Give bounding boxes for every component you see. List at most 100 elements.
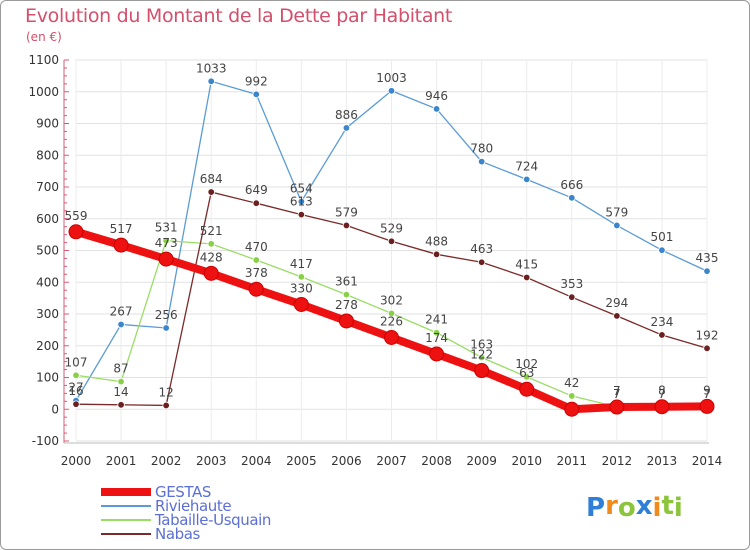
data-label: 579: [335, 205, 358, 219]
legend-swatch: [101, 505, 151, 507]
data-point: [162, 401, 170, 410]
data-point: [252, 90, 260, 98]
data-label: 27: [68, 381, 83, 395]
logo-letter: o: [617, 493, 636, 523]
data-label: 1003: [376, 71, 407, 85]
data-point-gestas: [113, 237, 129, 253]
data-point: [477, 353, 486, 362]
data-point: [568, 392, 576, 400]
data-point: [342, 124, 351, 132]
data-point: [162, 236, 170, 245]
data-label: 517: [110, 222, 133, 236]
data-label: 992: [245, 74, 268, 88]
x-tick-label: 2010: [511, 454, 542, 468]
data-point: [523, 175, 531, 184]
data-point-gestas: [519, 381, 535, 397]
data-label: 684: [200, 172, 223, 186]
data-point: [703, 267, 711, 275]
logo-letter: x: [635, 491, 653, 521]
data-point-gestas: [68, 224, 84, 240]
data-label: 302: [380, 293, 403, 307]
data-point-gestas: [338, 313, 354, 329]
data-point-gestas: [474, 363, 490, 379]
data-point-gestas: [609, 399, 625, 415]
data-point: [477, 157, 486, 166]
data-point: [342, 221, 351, 230]
data-point: [613, 312, 621, 320]
y-tick-label: 800: [36, 148, 59, 162]
x-tick-label: 2000: [61, 454, 92, 468]
data-label: 666: [560, 178, 583, 192]
data-label: 470: [245, 240, 268, 254]
chart-legend: GESTAS Riviehaute Tabaille-Usquain Nabas: [101, 483, 361, 543]
data-point: [387, 87, 396, 95]
chart-unit: (en €): [26, 30, 62, 44]
data-label: 87: [113, 362, 128, 376]
data-label: 579: [605, 205, 628, 219]
x-tick-label: 2002: [151, 454, 182, 468]
data-label: 613: [290, 195, 313, 209]
data-point: [117, 377, 125, 386]
legend-label: GESTAS: [155, 483, 212, 501]
y-tick-label: 100: [36, 371, 59, 385]
logo-letter: i: [652, 493, 662, 523]
data-label: 7: [658, 387, 666, 401]
data-point: [658, 246, 666, 254]
data-point: [703, 344, 711, 352]
data-label: 7: [613, 384, 621, 398]
data-label: 724: [515, 159, 538, 173]
logo-letter: r: [605, 491, 618, 521]
data-label: 14: [113, 385, 128, 399]
chart-title: Evolution du Montant de la Dette par Hab…: [25, 5, 453, 27]
data-point: [523, 373, 531, 381]
data-point: [342, 290, 351, 299]
logo-letter: t: [661, 491, 674, 521]
y-tick-label: 300: [36, 307, 59, 321]
data-point-gestas: [203, 265, 219, 281]
data-label: 16: [68, 384, 83, 398]
data-label: 1033: [196, 61, 227, 75]
legend-item: GESTAS: [101, 483, 361, 501]
data-label: 529: [380, 221, 403, 235]
data-label: 241: [425, 313, 448, 327]
legend-swatch: [101, 533, 151, 535]
data-point: [523, 273, 531, 282]
data-label: 294: [605, 296, 628, 310]
data-label: 278: [335, 298, 358, 312]
data-point-gestas: [293, 296, 309, 312]
data-label: 488: [425, 234, 448, 248]
data-label: 12: [159, 385, 174, 399]
data-point: [387, 309, 396, 318]
data-label: 174: [425, 331, 448, 345]
data-label: 42: [564, 376, 579, 390]
data-label: 378: [245, 266, 268, 280]
data-label: 886: [335, 108, 358, 122]
data-point: [252, 256, 260, 264]
data-label: 8: [658, 384, 666, 398]
data-label: 9: [703, 383, 711, 397]
y-tick-label: 1100: [28, 53, 59, 67]
data-point: [252, 199, 260, 207]
data-label: 780: [470, 142, 493, 156]
data-label: 361: [335, 275, 358, 289]
data-label: 559: [65, 209, 88, 223]
data-label: 463: [470, 242, 493, 256]
data-point-gestas: [384, 329, 399, 345]
data-point: [387, 237, 396, 245]
data-label: 226: [380, 314, 403, 328]
x-tick-label: 2003: [196, 454, 227, 468]
legend-label: Nabas: [155, 525, 200, 543]
data-label: 353: [560, 277, 583, 291]
data-label: 163: [470, 337, 493, 351]
x-tick-label: 2008: [421, 454, 452, 468]
data-point-gestas: [699, 398, 715, 414]
data-point: [117, 401, 125, 409]
data-point: [117, 320, 125, 329]
data-label: 473: [155, 236, 178, 250]
x-tick-label: 2006: [331, 454, 362, 468]
y-tick-label: 1000: [28, 85, 59, 99]
data-label: 501: [650, 230, 673, 244]
y-tick-label: 500: [36, 244, 59, 258]
